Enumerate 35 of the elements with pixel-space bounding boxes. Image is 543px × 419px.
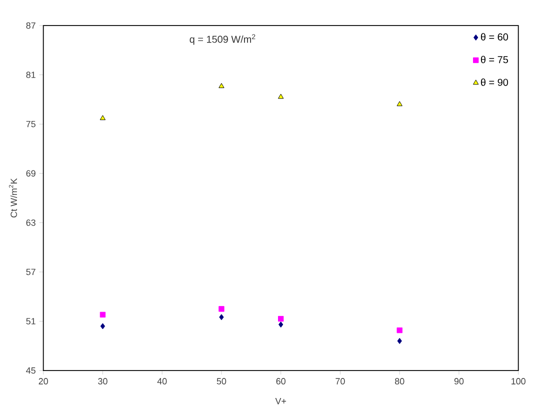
point (218, 306, 224, 312)
x-tick-label: 50 (216, 378, 226, 384)
y-tick-label: 87 (26, 22, 36, 29)
x-tick-label: 80 (395, 378, 404, 384)
point (278, 321, 284, 328)
point (396, 101, 402, 106)
x-tick-label: 60 (276, 378, 286, 384)
point (278, 316, 284, 322)
y-tick-label: 51 (26, 318, 36, 324)
legend-label: θ = 90 (480, 78, 508, 86)
y-tick-label: 75 (26, 120, 36, 128)
x-tick-label: 30 (98, 378, 108, 384)
point (100, 312, 106, 318)
y-axis-title: Ct W/m$^{2}$K (8, 178, 18, 218)
y-tick-label: 57 (26, 268, 36, 276)
y-tick-label: 63 (26, 220, 36, 226)
y-tick-label: 69 (26, 170, 36, 177)
legend-label: θ = 75 (480, 56, 508, 64)
x-tick-label: 90 (454, 378, 464, 384)
x-tick-label: 20 (38, 378, 48, 384)
x-tick-label: 70 (336, 378, 345, 384)
x-tick-label: 40 (157, 378, 167, 384)
point (396, 327, 402, 334)
point (219, 314, 224, 320)
y-tick-label: 45 (26, 367, 36, 374)
point (397, 338, 402, 344)
legend-label: θ = 60 (480, 33, 508, 40)
x-axis-title: V+ (275, 398, 286, 404)
x-tick-label: 100 (512, 378, 526, 384)
point (218, 83, 224, 88)
y-tick-label: 81 (26, 72, 36, 78)
annotation: q = 1509 W/m$^{2}$ (190, 34, 256, 45)
point (278, 94, 284, 99)
point (100, 115, 106, 120)
point (100, 323, 106, 330)
